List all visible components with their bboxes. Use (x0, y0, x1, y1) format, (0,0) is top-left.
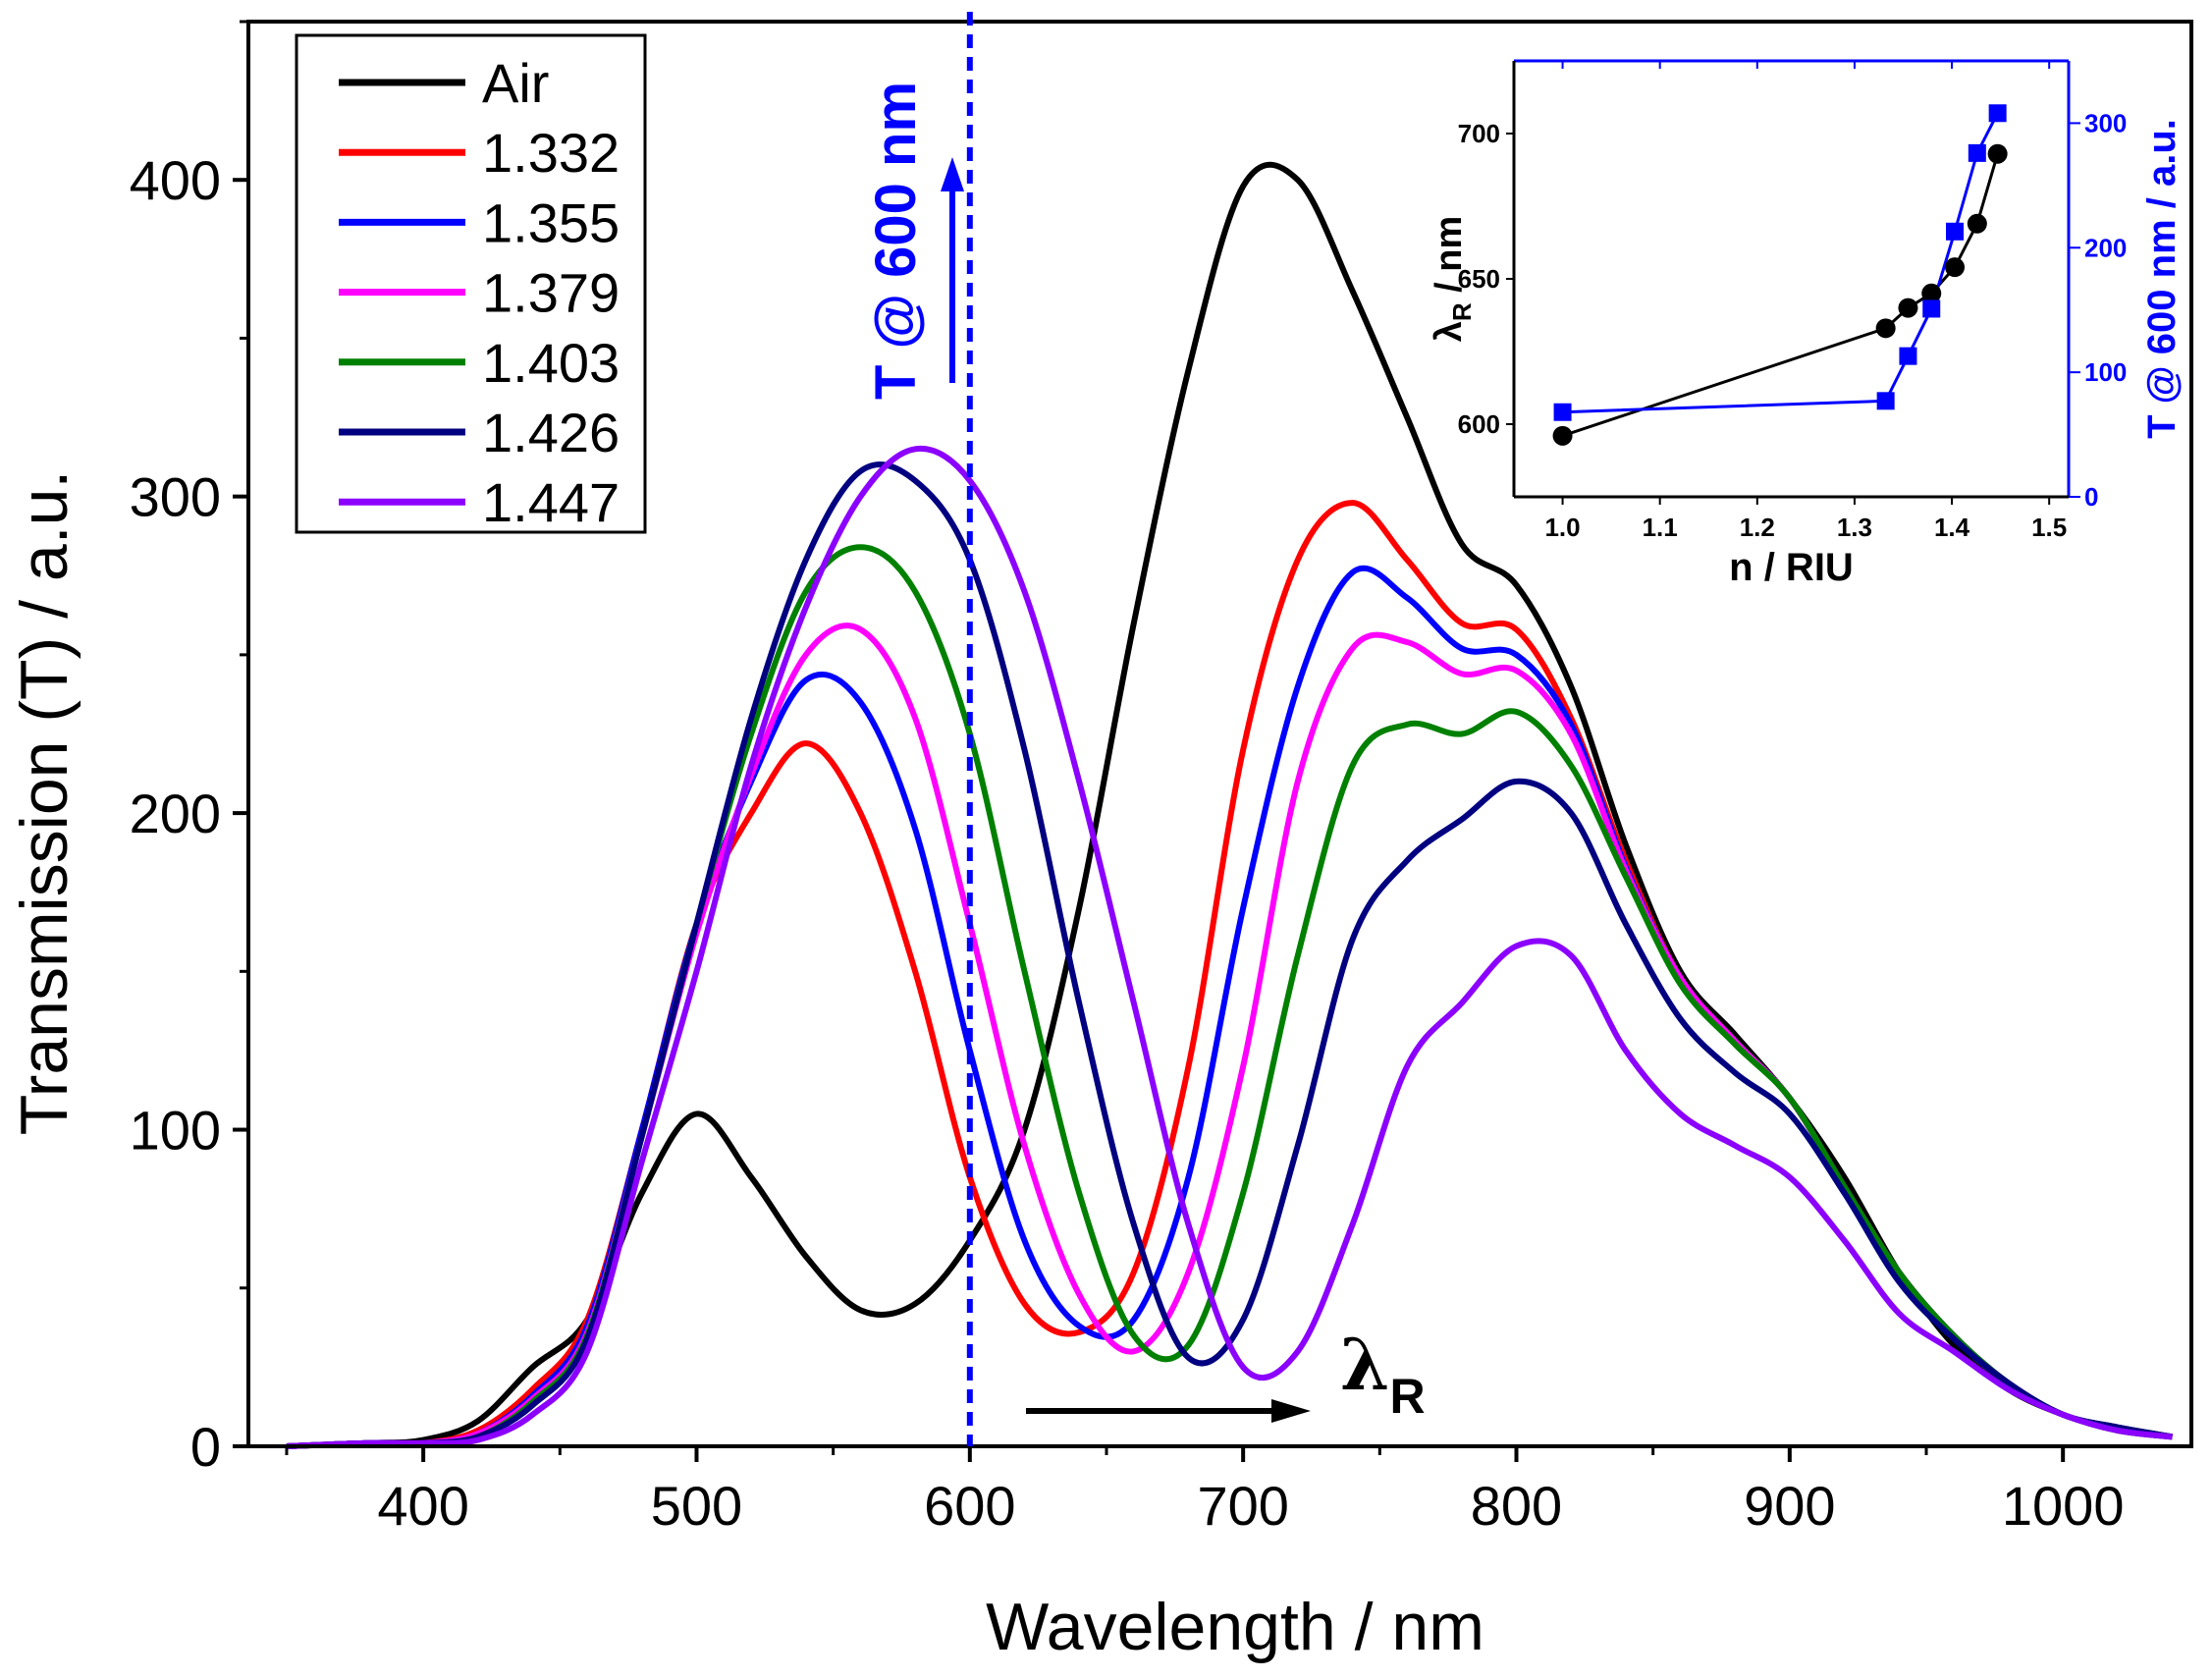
y-axis-title: Transmission (T) / a.u. (7, 470, 81, 1136)
series-line-1.355 (286, 565, 2174, 1449)
inset-point-lambda (1967, 213, 1987, 234)
vline-label: T @ 600 nm (864, 81, 928, 400)
x-tick-label: 500 (651, 1475, 742, 1537)
inset-point-lambda (1898, 298, 1918, 318)
x-axis-title: Wavelength / nm (986, 1590, 1484, 1664)
inset-point-T600 (1876, 392, 1895, 410)
shift-label: λR (1340, 1323, 1426, 1424)
legend-box (295, 33, 647, 534)
inset-x-axis-title: n / RIU (1729, 546, 1854, 589)
up-arrow-icon (941, 157, 964, 191)
legend-label: 1.379 (482, 262, 620, 324)
shift-label-sub: R (1389, 1369, 1425, 1424)
inset-y2-tick-label: 0 (2084, 482, 2098, 512)
inset-point-lambda (1921, 283, 1942, 303)
y-tick-label: 400 (130, 149, 221, 211)
inset-x-tick-label: 1.2 (1740, 513, 1775, 542)
inset-point-lambda (1987, 143, 2008, 164)
legend-label: 1.403 (482, 332, 620, 394)
inset-y-tick-label: 650 (1458, 264, 1500, 294)
series-line-1.447 (286, 445, 2173, 1449)
inset-y-tick-label: 600 (1458, 409, 1500, 439)
x-tick-label: 1000 (2002, 1475, 2125, 1537)
x-tick-label: 600 (924, 1475, 1015, 1537)
legend-label: 1.447 (482, 471, 620, 533)
inset-x-tick-label: 1.0 (1544, 513, 1580, 542)
inset-point-T600 (1553, 403, 1572, 421)
x-tick-label: 700 (1197, 1475, 1288, 1537)
y-tick-label: 300 (130, 466, 221, 528)
inset-point-T600 (1968, 143, 1986, 162)
x-tick-label: 800 (1471, 1475, 1562, 1537)
legend-label: Air (482, 52, 549, 114)
inset-y2-tick-label: 100 (2084, 357, 2127, 387)
shift-label-main: λ (1340, 1323, 1389, 1406)
inset-point-lambda (1945, 257, 1966, 278)
inset-y-axis-title-sub: R (1447, 302, 1477, 321)
inset-point-T600 (1899, 347, 1917, 365)
plot-frame (246, 20, 2193, 1448)
inset-y-axis-title-rest: / nm (1429, 216, 1470, 303)
series-line-1.379 (286, 623, 2174, 1449)
inset-point-T600 (1946, 222, 1965, 241)
inset-background (1514, 61, 2069, 497)
x-tick-label: 400 (377, 1475, 468, 1537)
inset-x-tick-label: 1.4 (1934, 513, 1970, 542)
inset-x-tick-label: 1.1 (1643, 513, 1678, 542)
inset-point-T600 (1922, 299, 1941, 318)
legend-label: 1.332 (482, 122, 620, 184)
y-tick-label: 0 (190, 1416, 221, 1478)
inset-y-tick-label: 700 (1458, 119, 1500, 148)
y-tick-label: 100 (130, 1100, 221, 1162)
series-line-1.426 (286, 461, 2174, 1449)
series-line-1.403 (286, 544, 2174, 1449)
inset-y2-tick-label: 300 (2084, 108, 2127, 137)
right-arrow-icon (1271, 1399, 1311, 1423)
inset-y-axis-title: λR / nm (1429, 216, 1477, 343)
x-tick-label: 900 (1744, 1475, 1835, 1537)
inset-x-tick-label: 1.3 (1837, 513, 1872, 542)
legend-label: 1.426 (482, 402, 620, 463)
inset-y2-tick-label: 200 (2084, 233, 2127, 262)
inset-y-axis-title-main: λ (1429, 321, 1470, 342)
inset-point-lambda (1875, 318, 1896, 339)
inset-y2-axis-title: T @ 600 nm / a.u. (2140, 119, 2184, 439)
legend-label: 1.355 (482, 191, 620, 253)
inset-point-lambda (1552, 425, 1573, 446)
inset-x-tick-label: 1.5 (2031, 513, 2067, 542)
inset-point-T600 (1988, 104, 2007, 123)
y-tick-label: 200 (130, 783, 221, 844)
